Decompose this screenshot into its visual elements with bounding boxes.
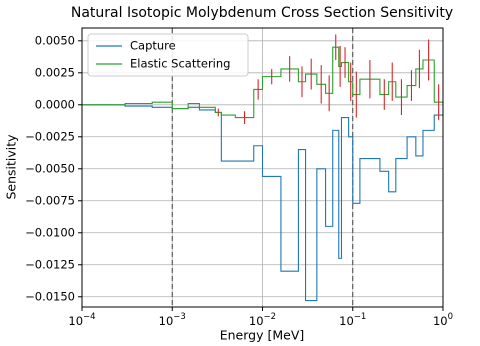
series-line [82,46,443,119]
series-line [82,104,443,302]
y-tick-label: 0.0025 [35,65,75,79]
x-tick-label: 100 [433,312,453,328]
legend-label: Elastic Scattering [130,57,230,71]
x-axis-label: Energy [MeV] [220,328,305,343]
y-tick-label: −0.0100 [25,225,75,239]
y-tick-label: −0.0075 [25,193,75,207]
chart-title: Natural Isotopic Molybdenum Cross Sectio… [71,5,453,21]
y-axis-label: Sensitivity [4,134,19,200]
legend-box [87,33,249,77]
y-tick-label: 0.0050 [35,33,75,47]
x-tick-label: 10−4 [68,312,95,328]
y-tick-label: −0.0125 [25,257,75,271]
x-tick-label: 10−3 [159,312,186,328]
x-tick-label: 10−1 [339,312,366,328]
plot-frame [81,27,444,308]
y-tick-label: −0.0150 [25,289,75,303]
y-tick-label: 0.0000 [35,97,75,111]
x-tick-label: 10−2 [249,312,276,328]
legend-label: Capture [130,39,176,53]
y-tick-label: −0.0050 [25,161,75,175]
y-tick-label: −0.0025 [25,129,75,143]
